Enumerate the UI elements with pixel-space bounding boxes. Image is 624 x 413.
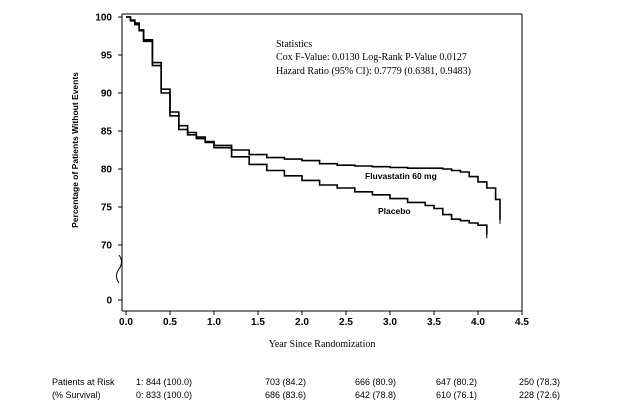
x-tick-label-4.0: 4.0 <box>471 317 485 328</box>
y-ticks: 0 70 75 80 85 90 95 100 <box>95 13 122 307</box>
x-tick-label-1.5: 1.5 <box>251 317 265 328</box>
x-tick-label-2.0: 2.0 <box>295 317 309 328</box>
x-tick-label-3.0: 3.0 <box>383 317 397 328</box>
y-tick-label-0: 0 <box>106 296 112 307</box>
risk-row-2-val-1: 686 (83.6) <box>265 390 306 400</box>
y-tick-label-95: 95 <box>101 51 113 62</box>
risk-row-1-val-1: 703 (84.2) <box>265 377 306 387</box>
risk-row-2-label: 0: 833 (100.0) <box>136 390 192 400</box>
x-tick-label-0.5: 0.5 <box>163 317 177 328</box>
risk-row-1-val-3: 647 (80.2) <box>436 377 477 387</box>
x-tick-label-4.5: 4.5 <box>515 317 529 328</box>
placebo-curve <box>126 16 488 235</box>
stats-line-1: Cox F-Value: 0.0130 Log-Rank P-Value 0.0… <box>276 52 467 63</box>
y-tick-label-80: 80 <box>101 165 113 176</box>
stats-heading: Statistics <box>276 39 312 50</box>
y-tick-label-75: 75 <box>101 203 113 214</box>
series-label-placebo: Placebo <box>378 206 411 216</box>
series-label-fluvastatin: Fluvastatin 60 mg <box>365 171 437 181</box>
axis-break-mark <box>116 254 122 284</box>
y-tick-label-90: 90 <box>101 89 113 100</box>
risk-row-2-val-4: 228 (72.6) <box>519 390 560 400</box>
fluvastatin-curve <box>126 16 501 220</box>
x-axis-label: Year Since Randomization <box>269 339 376 350</box>
x-tick-label-0.0: 0.0 <box>119 317 133 328</box>
risk-header-line-1: Patients at Risk <box>52 377 115 387</box>
risk-row-2-val-3: 610 (76.1) <box>436 390 477 400</box>
x-tick-label-1.0: 1.0 <box>207 317 221 328</box>
risk-row-1-val-4: 250 (78.3) <box>519 377 560 387</box>
y-tick-label-100: 100 <box>95 13 112 24</box>
y-tick-label-70: 70 <box>101 241 113 252</box>
stats-line-2: Hazard Ratio (95% CI): 0.7779 (0.6381, 0… <box>276 66 471 77</box>
risk-header-line-2: (% Survival) <box>52 390 101 400</box>
y-axis-label: Percentage of Patients Without Events <box>70 72 80 228</box>
x-tick-label-2.5: 2.5 <box>339 317 353 328</box>
y-tick-label-85: 85 <box>101 127 113 138</box>
risk-row-1-val-2: 666 (80.9) <box>355 377 396 387</box>
risk-row-1-label: 1: 844 (100.0) <box>136 377 192 387</box>
risk-row-2-val-2: 642 (78.8) <box>355 390 396 400</box>
x-ticks: 0.0 0.5 1.0 1.5 2.0 2.5 3.0 3.5 4.0 4.5 <box>119 311 529 328</box>
x-tick-label-3.5: 3.5 <box>427 317 441 328</box>
series-group <box>126 16 501 239</box>
